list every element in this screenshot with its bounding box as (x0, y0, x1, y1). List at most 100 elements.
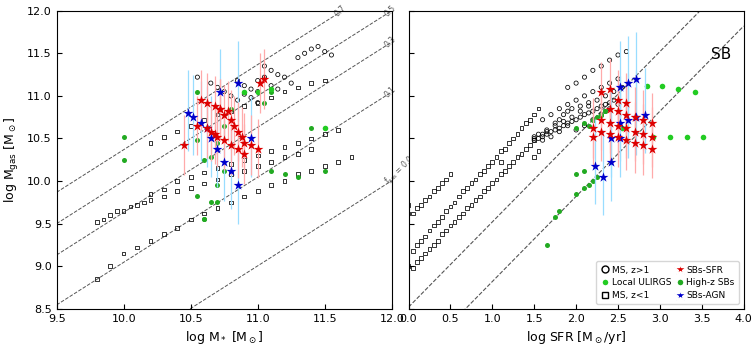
Point (411, 205, 423, 211)
Point (570, 97, 582, 103)
Point (511, 154, 523, 160)
Point (587, 178, 599, 184)
Point (612, 109, 624, 114)
Point (239, 157, 251, 162)
Point (621, 100, 633, 106)
Point (225, 142, 237, 148)
Point (251, 89, 263, 95)
Point (595, 85, 607, 90)
Point (440, 208, 452, 214)
Point (440, 176, 452, 182)
Point (265, 168, 277, 174)
Point (608, 97, 620, 103)
Point (292, 171, 304, 177)
Point (465, 180, 477, 186)
Point (239, 151, 251, 157)
Point (595, 112, 607, 117)
Point (185, 174, 197, 180)
Point (424, 228, 436, 233)
Point (599, 109, 612, 114)
Point (218, 123, 230, 129)
Point (419, 233, 431, 239)
Point (553, 117, 565, 122)
Point (205, 200, 217, 205)
Point (251, 188, 263, 194)
Point (125, 204, 137, 210)
Point (292, 55, 304, 60)
Point (118, 208, 130, 214)
Point (346, 154, 358, 160)
Point (599, 101, 612, 107)
Point (621, 112, 633, 117)
Point (131, 202, 143, 208)
Point (603, 120, 615, 126)
Point (578, 185, 590, 191)
Point (553, 129, 565, 135)
Point (578, 120, 590, 126)
Point (587, 134, 599, 140)
Point (528, 154, 541, 160)
Point (595, 103, 607, 109)
Point (251, 163, 263, 169)
Point (612, 52, 624, 58)
Point (171, 178, 183, 184)
Point (279, 178, 291, 184)
Point (185, 185, 197, 191)
Point (258, 63, 270, 69)
Point (507, 136, 519, 141)
Text: f$_{\rm gas}$ = 0.01: f$_{\rm gas}$ = 0.01 (382, 150, 422, 188)
Point (158, 187, 170, 192)
Point (279, 89, 291, 95)
Point (629, 140, 641, 146)
Point (482, 163, 495, 169)
Point (470, 197, 482, 203)
Point (583, 100, 595, 106)
Point (232, 97, 244, 103)
Point (603, 106, 615, 111)
Point (258, 100, 270, 106)
Point (608, 89, 620, 95)
Point (218, 137, 230, 143)
Point (432, 238, 444, 243)
Point (486, 160, 498, 165)
Point (570, 117, 582, 122)
Point (537, 117, 549, 122)
Point (603, 131, 615, 137)
Point (616, 125, 628, 131)
Point (239, 103, 251, 109)
Point (225, 117, 237, 122)
Point (265, 160, 277, 165)
Point (587, 125, 599, 131)
Point (232, 78, 244, 84)
Point (575, 109, 587, 114)
Point (427, 188, 439, 194)
Point (185, 123, 197, 129)
Point (570, 80, 582, 86)
Point (198, 117, 210, 122)
Point (532, 149, 544, 154)
Point (541, 242, 553, 248)
Point (655, 83, 667, 89)
Point (211, 200, 223, 205)
Point (495, 160, 507, 165)
Point (198, 216, 210, 222)
Point (191, 123, 203, 129)
Point (616, 85, 628, 90)
Point (214, 89, 226, 95)
Point (292, 151, 304, 157)
Point (532, 131, 544, 137)
Point (319, 131, 331, 137)
Text: 0.7: 0.7 (333, 4, 348, 18)
Point (516, 125, 528, 131)
Point (465, 202, 477, 208)
Point (211, 176, 223, 182)
Point (196, 120, 208, 126)
Point (621, 49, 633, 55)
Point (198, 211, 210, 216)
Point (236, 134, 248, 140)
Point (205, 80, 217, 86)
Point (424, 246, 436, 252)
Point (562, 109, 574, 114)
Point (612, 97, 624, 103)
Point (519, 146, 532, 151)
